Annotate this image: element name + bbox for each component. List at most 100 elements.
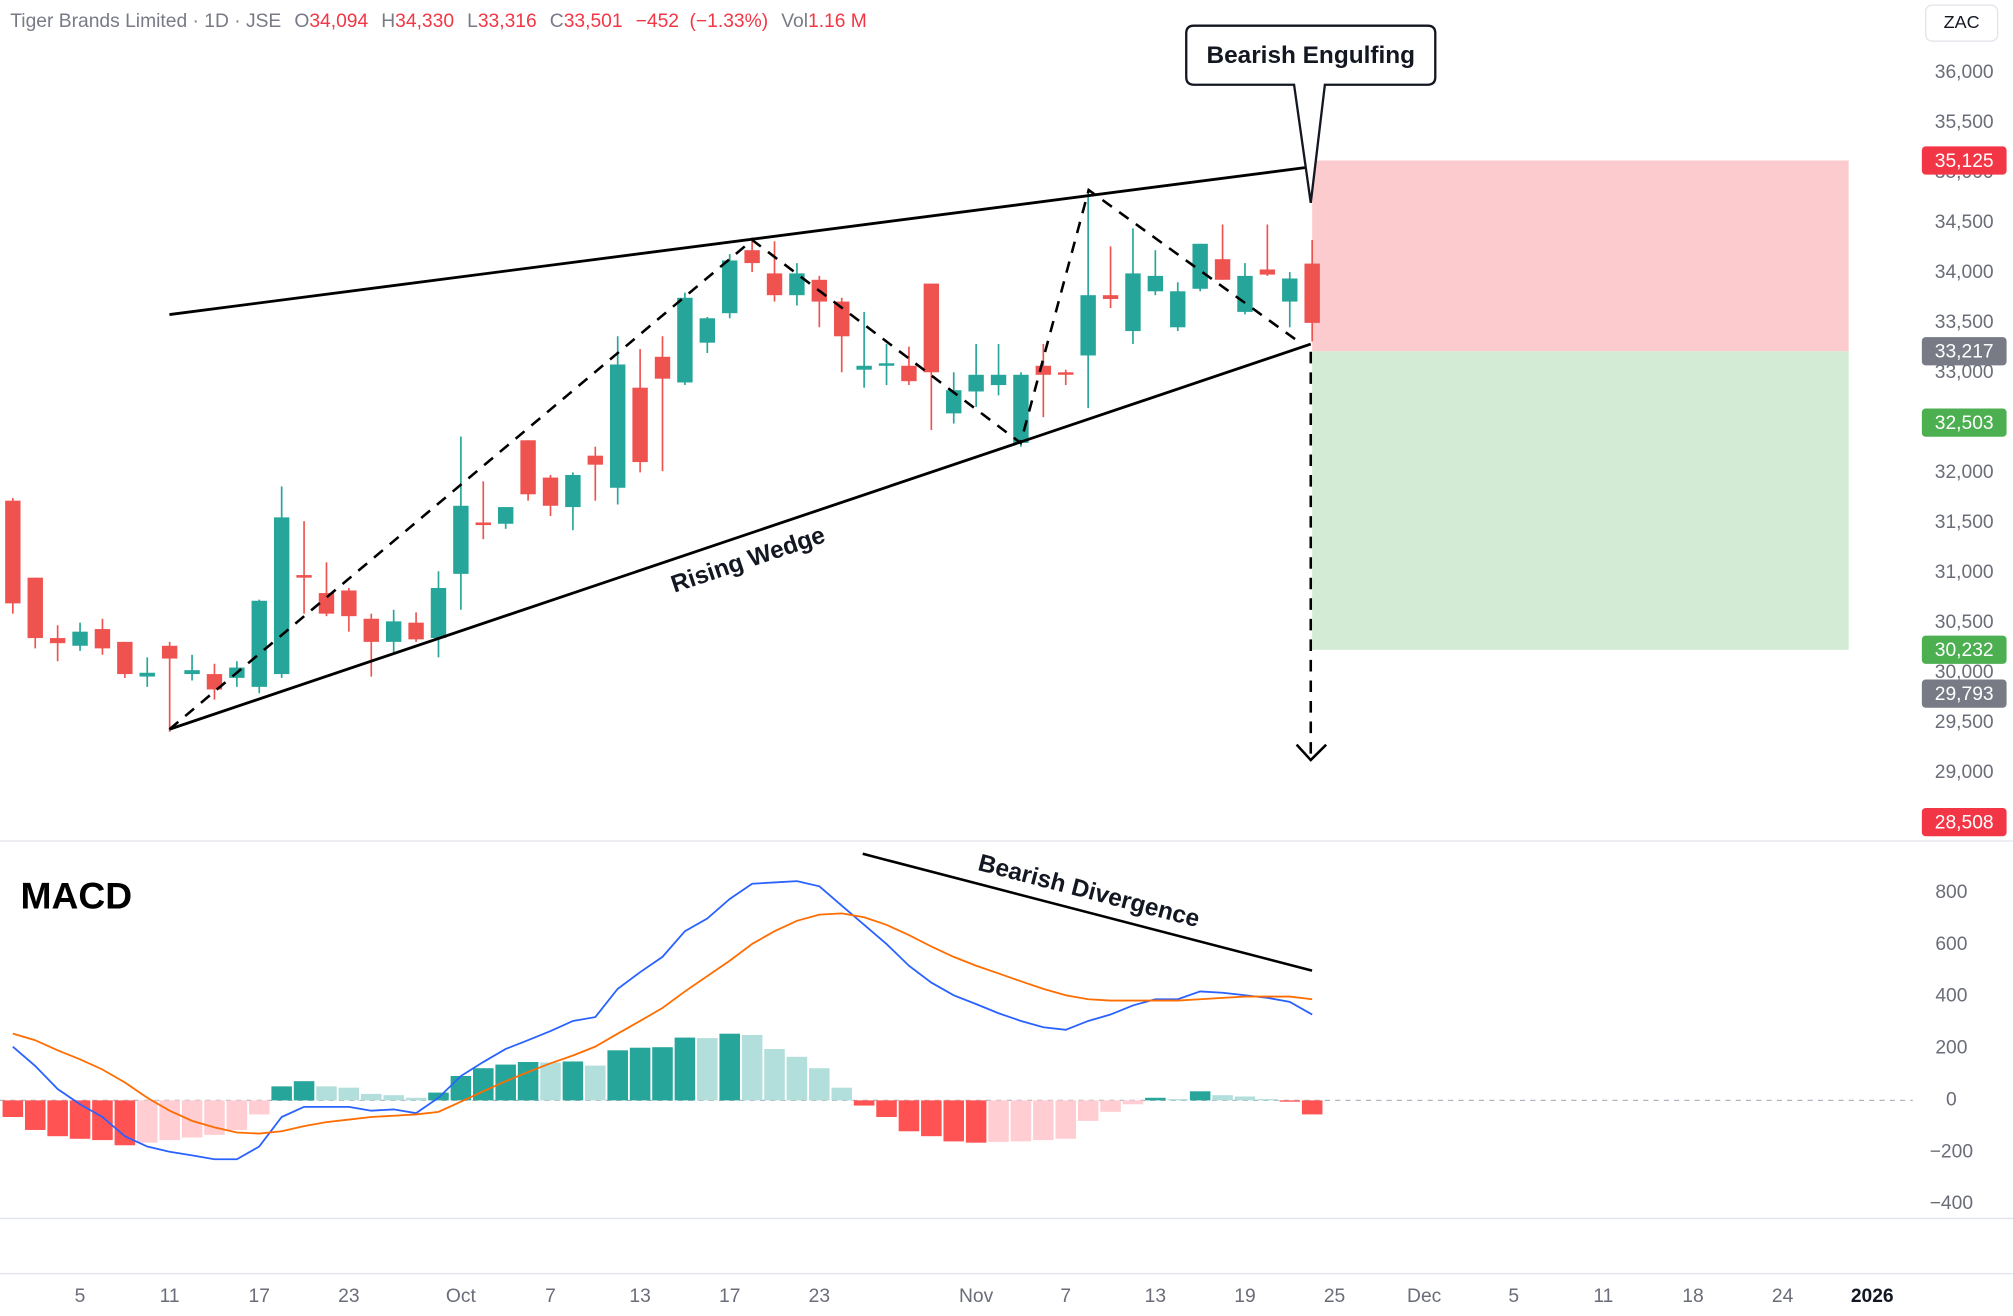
callout-box xyxy=(1185,24,1437,204)
histogram-bar xyxy=(405,1097,427,1101)
histogram-bar xyxy=(1100,1100,1121,1112)
histogram-bar xyxy=(809,1068,830,1101)
candle-body xyxy=(1304,263,1320,323)
candle-body xyxy=(206,674,223,690)
histogram-bar xyxy=(965,1100,987,1143)
candle-body xyxy=(789,273,805,296)
histogram-bar xyxy=(719,1033,740,1101)
histogram-bar xyxy=(1212,1095,1233,1101)
candle-body xyxy=(1058,372,1074,375)
y-tick-label: 33,500 xyxy=(1935,312,1994,333)
histogram-bar xyxy=(943,1100,965,1142)
price-label: 29,793 xyxy=(1935,684,1994,705)
x-tick-label: 13 xyxy=(629,1286,650,1307)
histogram-bar xyxy=(1077,1100,1099,1121)
wedge-lower-line xyxy=(169,342,1312,731)
candle-body xyxy=(968,374,984,392)
x-tick-label: 24 xyxy=(1772,1286,1794,1307)
histogram-bar xyxy=(47,1100,68,1137)
histogram-bar xyxy=(24,1100,46,1130)
histogram-bar xyxy=(495,1064,516,1101)
candle-body xyxy=(677,297,693,383)
x-tick-label: 23 xyxy=(809,1286,830,1307)
price-label-box xyxy=(1921,146,2007,175)
histogram-bar xyxy=(585,1065,606,1101)
x-tick-label: Oct xyxy=(446,1286,477,1307)
x-tick-label: 11 xyxy=(160,1286,180,1307)
y-tick-label: 29,500 xyxy=(1935,712,1994,733)
candle-body xyxy=(654,356,671,379)
histogram-bar xyxy=(674,1037,696,1101)
y-tick-label: 800 xyxy=(1935,882,1967,903)
histogram-bar xyxy=(226,1100,248,1130)
legend-key: L xyxy=(467,11,478,32)
candle-body xyxy=(878,363,895,366)
y-tick-label: 31,500 xyxy=(1935,512,1994,533)
y-tick-label: 30,000 xyxy=(1935,662,1994,683)
candle-body xyxy=(946,390,962,414)
candle-body xyxy=(901,365,917,382)
histogram-bar xyxy=(450,1075,472,1101)
background-layer xyxy=(0,160,1913,1102)
histogram-bar xyxy=(293,1081,315,1101)
y-tick-label: −200 xyxy=(1930,1141,1973,1162)
candle-body xyxy=(1259,269,1276,275)
y-tick-label: 34,000 xyxy=(1935,262,1994,283)
price-label-box xyxy=(1921,808,2007,837)
histogram-bar xyxy=(853,1100,875,1106)
candle-body xyxy=(1147,275,1164,292)
candle-body xyxy=(1282,278,1298,302)
y-tick-label: 29,000 xyxy=(1935,762,1994,783)
candle-body xyxy=(632,387,648,463)
candle-body xyxy=(699,318,716,343)
indicator-line xyxy=(12,912,1313,1135)
x-tick-label: 13 xyxy=(1145,1286,1166,1307)
price-label: 33,217 xyxy=(1935,342,1994,363)
candle-body xyxy=(834,301,850,337)
candle-body xyxy=(497,507,514,524)
candle-body xyxy=(453,505,469,574)
histogram-bar xyxy=(517,1061,539,1101)
candle-body xyxy=(1192,243,1208,289)
wedge-upper-line xyxy=(169,165,1311,316)
price-label-box xyxy=(1921,635,2007,664)
wave-path xyxy=(168,187,1298,731)
price-label: 35,125 xyxy=(1935,151,1994,172)
indicator-line xyxy=(12,880,1313,1161)
candle-body xyxy=(408,622,424,640)
x-tick-label: 18 xyxy=(1682,1286,1703,1307)
histogram-bar xyxy=(114,1100,136,1146)
histogram-bar xyxy=(831,1087,852,1101)
x-tick-label: 7 xyxy=(1060,1286,1071,1307)
candle-body xyxy=(363,618,379,642)
legend-value: 34,330 xyxy=(395,11,454,32)
legend-change-pct: (−1.33%) xyxy=(690,11,769,32)
candle-body xyxy=(161,645,178,659)
currency-label[interactable]: ZAC xyxy=(1944,12,1980,32)
callout-text: Bearish Engulfing xyxy=(1206,42,1415,69)
legend: Tiger Brands Limited · 1D · JSE O34,094 … xyxy=(10,11,867,32)
y-tick-label: 0 xyxy=(1946,1089,1957,1110)
target-zone xyxy=(1312,351,1849,650)
divergence-line xyxy=(862,852,1313,972)
legend-key: Vol xyxy=(781,11,808,32)
histogram-bar xyxy=(383,1095,404,1101)
candle-body xyxy=(341,590,357,617)
histogram-bar xyxy=(271,1086,292,1101)
candle-body xyxy=(990,374,1007,386)
price-label-box xyxy=(1921,679,2007,708)
x-tick-label: 5 xyxy=(1508,1286,1519,1307)
histogram-bar xyxy=(473,1068,494,1101)
candle-body xyxy=(385,621,402,642)
currency-button-box[interactable] xyxy=(1925,4,1999,42)
y-tick-label: 400 xyxy=(1935,986,1967,1007)
currency-button[interactable]: ZAC xyxy=(1925,4,1999,42)
y-tick-label: 600 xyxy=(1935,934,1967,955)
legend-value: 1.16 M xyxy=(808,11,867,32)
x-tick-label: 5 xyxy=(75,1286,86,1307)
histogram-bar xyxy=(1189,1091,1211,1101)
histogram-bar xyxy=(697,1038,718,1101)
legend-value: 33,316 xyxy=(478,11,537,32)
price-label: 32,503 xyxy=(1935,413,1994,434)
